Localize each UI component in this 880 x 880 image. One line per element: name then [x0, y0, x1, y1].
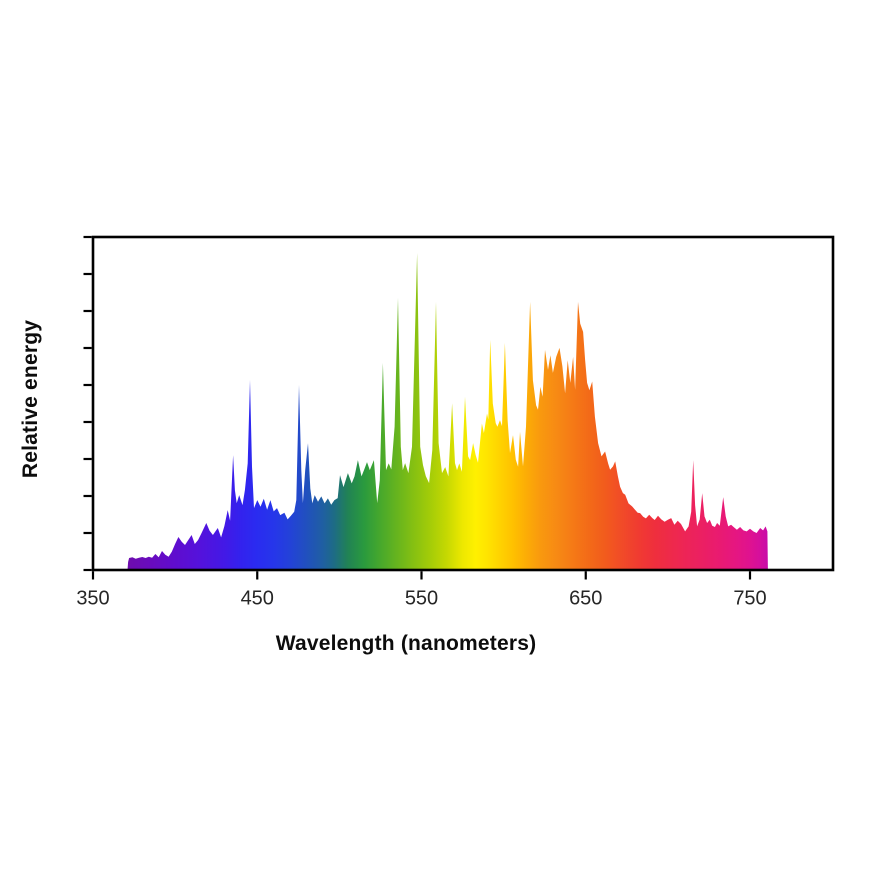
x-axis-title: Wavelength (nanometers) — [275, 632, 537, 655]
x-axis-tick-label: 450 — [240, 587, 274, 610]
plot-frame — [91, 235, 835, 572]
x-axis-tick-label: 650 — [569, 587, 603, 610]
spectrum-area — [127, 253, 768, 570]
x-axis-tick-label: 350 — [76, 587, 110, 610]
y-axis-title: Relative energy — [19, 319, 42, 479]
x-axis-tick-label: 550 — [404, 587, 439, 610]
x-axis-tick-label: 750 — [733, 587, 767, 610]
